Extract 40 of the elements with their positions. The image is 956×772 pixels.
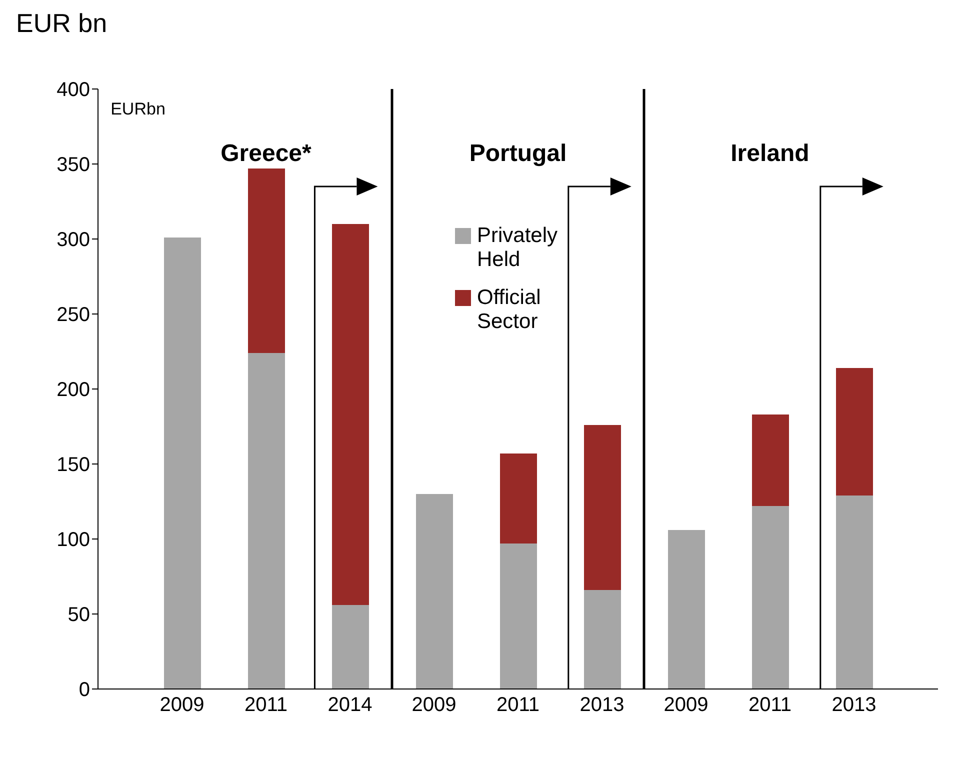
bar bbox=[332, 224, 369, 605]
y-tick-label: 0 bbox=[78, 679, 90, 702]
bar bbox=[836, 496, 873, 689]
legend-label: Official Sector bbox=[477, 286, 542, 334]
x-tick-label: 2011 bbox=[244, 694, 288, 716]
bar bbox=[752, 414, 789, 506]
x-tick-label: 2011 bbox=[748, 694, 792, 716]
annotation: Ireland bbox=[730, 140, 810, 167]
bar bbox=[416, 494, 453, 689]
x-tick-label: 2013 bbox=[580, 694, 624, 716]
bar bbox=[332, 605, 369, 689]
y-tick-label: 300 bbox=[56, 229, 90, 252]
y-tick-label: 50 bbox=[68, 604, 90, 626]
bar bbox=[500, 454, 537, 544]
bar bbox=[500, 544, 537, 689]
x-tick-label: 2014 bbox=[328, 694, 372, 716]
x-tick-label: 2009 bbox=[160, 694, 204, 716]
bar bbox=[584, 590, 621, 689]
x-tick-label: 2009 bbox=[412, 694, 456, 716]
annotation: Greece* bbox=[220, 140, 312, 167]
y-tick-label: 100 bbox=[56, 529, 90, 552]
x-tick-label: 2013 bbox=[832, 694, 876, 716]
legend-label: Privately Held bbox=[477, 224, 559, 272]
y-tick-label: 150 bbox=[56, 454, 90, 476]
y-tick-label: 200 bbox=[56, 379, 90, 402]
y-tick-label: 400 bbox=[56, 79, 90, 102]
bar bbox=[248, 168, 285, 353]
bar bbox=[164, 238, 201, 689]
x-tick-label: 2009 bbox=[664, 694, 708, 716]
bar bbox=[248, 353, 285, 689]
bar bbox=[584, 425, 621, 590]
annotation: Portugal bbox=[469, 140, 567, 167]
bar bbox=[668, 530, 705, 689]
y-tick-label: 350 bbox=[56, 154, 90, 176]
x-tick-label: 2011 bbox=[496, 694, 540, 716]
chart-title: EUR bn bbox=[15, 8, 108, 40]
bar bbox=[752, 506, 789, 689]
y-tick-label: 250 bbox=[56, 304, 90, 326]
bar bbox=[836, 368, 873, 496]
annotation: EURbn bbox=[110, 100, 166, 118]
